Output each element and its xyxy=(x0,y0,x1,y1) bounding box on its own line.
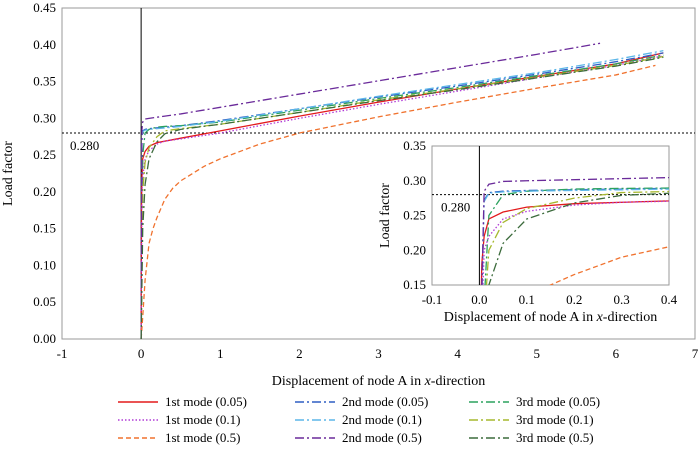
legend-label-3rd-mode-0-1: 3rd mode (0.1) xyxy=(516,412,594,427)
y-tick-label: 0.05 xyxy=(33,294,56,309)
y-tick-label: 0.25 xyxy=(403,208,426,223)
x-axis-title-prefix: Displacement of node A in xyxy=(444,310,597,325)
x-tick-label: 0.0 xyxy=(471,292,487,307)
y-axis-title: Load factor xyxy=(378,183,393,248)
legend-label-3rd-mode-0-5: 3rd mode (0.5) xyxy=(516,430,594,445)
x-tick-label: 0.1 xyxy=(519,292,535,307)
x-tick-label: -1 xyxy=(57,346,68,361)
x-axis-title-suffix: -direction xyxy=(431,374,485,389)
x-axis-title: Displacement of node A in x-direction xyxy=(272,374,485,389)
x-tick-label: 4 xyxy=(454,346,461,361)
y-tick-label: 0.00 xyxy=(33,331,56,346)
legend-label-2nd-mode-0-05: 2nd mode (0.05) xyxy=(342,394,428,409)
series-line-3rd-mode-0-1 xyxy=(140,55,664,339)
legend-label-3rd-mode-0-05: 3rd mode (0.05) xyxy=(516,394,600,409)
x-axis-title-variable: x xyxy=(424,374,432,389)
y-axis-title: Load factor xyxy=(1,141,16,206)
x-tick-label: 0.2 xyxy=(566,292,582,307)
series-line-3rd-mode-0-05 xyxy=(140,54,664,339)
y-tick-label: 0.20 xyxy=(403,242,426,257)
legend-label-2nd-mode-0-1: 2nd mode (0.1) xyxy=(342,412,422,427)
series-line-3rd-mode-0-1 xyxy=(485,190,669,285)
x-tick-label: 0.4 xyxy=(661,292,678,307)
reference-line-label: 0.280 xyxy=(70,138,99,153)
series-line-3rd-mode-0-5 xyxy=(488,192,669,285)
x-tick-label: 1 xyxy=(217,346,224,361)
reference-line-label: 0.280 xyxy=(441,200,470,215)
y-tick-label: 0.30 xyxy=(33,110,56,125)
y-tick-label: 0.35 xyxy=(403,138,426,153)
series-line-1st-mode-0-1 xyxy=(140,55,664,339)
plot-frame xyxy=(61,7,696,340)
y-tick-label: 0.10 xyxy=(33,257,56,272)
x-tick-label: 2 xyxy=(296,346,303,361)
y-tick-label: 0.35 xyxy=(33,74,56,89)
inset-background xyxy=(432,146,669,285)
y-tick-label: 0.15 xyxy=(403,277,426,292)
y-tick-label: 0.20 xyxy=(33,184,56,199)
legend-label-1st-mode-0-5: 1st mode (0.5) xyxy=(165,430,240,445)
x-axis-title-prefix: Displacement of node A in xyxy=(272,374,425,389)
series-group xyxy=(140,42,664,339)
y-tick-label: 0.25 xyxy=(33,147,56,162)
series-line-1st-mode-0-1 xyxy=(482,200,669,285)
series-line-3rd-mode-0-5 xyxy=(140,56,664,339)
x-tick-label: 0.3 xyxy=(613,292,629,307)
inset-plot: 0.15 0.20 0.25 0.30 0.35 -0.1 0.0 0.1 0.2 0.3 0.4 0… xyxy=(378,138,678,325)
series-line-2nd-mode-0-5 xyxy=(481,176,669,285)
x-tick-label: -0.1 xyxy=(422,292,443,307)
y-tick-label: 0.45 xyxy=(33,0,56,15)
x-tick-label: 5 xyxy=(534,346,541,361)
x-axis-title-variable: x xyxy=(596,310,604,325)
series-line-1st-mode-0-5 xyxy=(140,64,656,339)
x-tick-label: 6 xyxy=(613,346,620,361)
series-line-2nd-mode-0-1 xyxy=(481,188,669,285)
x-tick-label: 7 xyxy=(692,346,699,361)
y-tick-label: 0.15 xyxy=(33,221,56,236)
y-tick-label: 0.30 xyxy=(403,173,426,188)
x-tick-label: 3 xyxy=(375,346,382,361)
x-axis-title: Displacement of node A in x-direction xyxy=(444,310,657,325)
series-line-2nd-mode-0-1 xyxy=(140,50,664,339)
y-tick-label: 0.40 xyxy=(33,37,56,52)
main-plot: 0.000.050.100.150.200.250.300.350.400.45… xyxy=(1,0,699,389)
legend-label-2nd-mode-0-5: 2nd mode (0.5) xyxy=(342,430,422,445)
series-line-2nd-mode-0-5 xyxy=(140,42,601,339)
legend-label-1st-mode-0-1: 1st mode (0.1) xyxy=(165,412,240,427)
series-group xyxy=(480,176,669,285)
legend-label-1st-mode-0-05: 1st mode (0.05) xyxy=(165,394,247,409)
x-tick-label: 0 xyxy=(138,346,145,361)
x-axis-title-suffix: -direction xyxy=(603,310,657,325)
series-line-1st-mode-0-05 xyxy=(480,200,669,285)
legend: 1st mode (0.05) 2nd mode (0.05) 3rd mode (… xyxy=(118,394,600,445)
series-line-2nd-mode-0-05 xyxy=(481,187,669,285)
